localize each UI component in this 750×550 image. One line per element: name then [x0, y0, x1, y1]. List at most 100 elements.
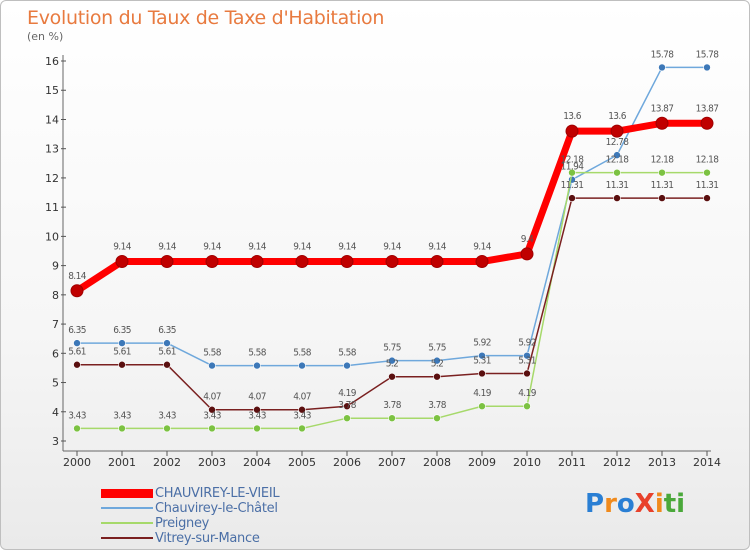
series-point-2	[568, 168, 576, 177]
chart-unit: (en %)	[27, 30, 64, 43]
data-label: 12.18	[606, 155, 630, 166]
series-point-1	[703, 63, 711, 72]
series-point-3	[388, 372, 396, 381]
x-tick-label: 2001	[108, 456, 136, 469]
data-label: 4.07	[248, 392, 266, 403]
data-label: 3.43	[68, 410, 86, 421]
data-label: 5.58	[338, 348, 357, 359]
data-label: 5.31	[473, 355, 491, 366]
data-label: 13.6	[608, 111, 627, 122]
series-point-0	[70, 284, 84, 298]
data-label: 9.14	[383, 242, 402, 253]
x-tick-label: 2010	[513, 456, 541, 469]
data-label: 11.31	[696, 180, 719, 191]
series-point-2	[118, 424, 126, 433]
data-label: 5.58	[248, 348, 267, 359]
y-tick-label: 7	[52, 318, 59, 331]
y-tick-label: 13	[45, 143, 59, 156]
series-point-2	[208, 424, 216, 433]
series-point-3	[208, 405, 216, 414]
series-point-2	[478, 402, 486, 411]
data-label: 3.43	[293, 410, 311, 421]
data-label: 5.31	[518, 355, 536, 366]
series-point-0	[655, 116, 669, 130]
data-label: 13.87	[651, 103, 674, 114]
series-point-1	[613, 151, 621, 159]
data-label: 5.2	[431, 359, 444, 370]
series-point-1	[208, 361, 216, 370]
data-label: 5.58	[203, 348, 222, 359]
data-label: 3.43	[113, 410, 131, 421]
logo-letter: P	[585, 489, 605, 519]
series-point-0	[340, 255, 354, 269]
legend-swatch	[101, 522, 153, 524]
data-label: 9.4	[521, 234, 534, 245]
data-label: 3.78	[338, 400, 357, 411]
y-tick-label: 4	[52, 406, 59, 419]
series-point-0	[115, 255, 129, 269]
data-label: 4.19	[338, 388, 357, 399]
legend-label: CHAUVIREY-LE-VIEIL	[155, 486, 280, 501]
series-point-3	[163, 360, 171, 369]
x-tick-label: 2008	[423, 456, 451, 469]
series-point-1	[163, 339, 171, 347]
data-label: 5.61	[113, 347, 131, 358]
logo-letter: t	[663, 489, 677, 519]
data-label: 11.31	[651, 180, 674, 191]
x-tick-label: 2004	[243, 456, 271, 469]
data-label: 3.43	[248, 410, 266, 421]
series-point-2	[433, 414, 441, 423]
y-tick-label: 6	[52, 347, 59, 360]
series-point-2	[703, 168, 711, 177]
legend-label: Vitrey-sur-Mance	[155, 531, 260, 546]
data-label: 5.75	[383, 343, 401, 354]
data-label: 11.94	[561, 162, 585, 173]
logo-letter: i	[676, 489, 686, 519]
data-label: 3.78	[428, 400, 447, 411]
proxiti-logo: ProXiti	[585, 489, 685, 519]
series-point-2	[343, 414, 351, 423]
logo-letter: r	[604, 489, 617, 519]
data-label: 9.14	[158, 242, 177, 253]
data-label: 12.78	[606, 137, 630, 148]
chart-title: Evolution du Taux de Taxe d'Habitation	[27, 7, 385, 29]
series-point-2	[658, 168, 666, 177]
logo-letter: o	[616, 489, 635, 519]
y-tick-label: 15	[45, 84, 59, 97]
data-label: 6.35	[113, 325, 131, 336]
data-label: 5.75	[428, 343, 446, 354]
x-tick-label: 2005	[288, 456, 316, 469]
data-label: 9.14	[248, 242, 267, 253]
y-tick-label: 10	[45, 230, 59, 243]
x-tick-label: 2014	[693, 456, 721, 469]
series-point-2	[253, 424, 261, 433]
x-tick-label: 2002	[153, 456, 181, 469]
data-label: 3.43	[158, 410, 176, 421]
data-label: 5.61	[68, 347, 86, 358]
legend-swatch	[101, 507, 153, 509]
series-point-3	[433, 372, 441, 381]
series-point-2	[388, 414, 396, 423]
data-label: 13.6	[563, 111, 582, 122]
series-point-3	[298, 405, 306, 414]
data-label: 15.78	[696, 49, 720, 60]
series-point-3	[73, 360, 81, 369]
series-point-3	[478, 369, 486, 378]
data-label: 5.92	[473, 338, 491, 349]
series-point-0	[700, 116, 714, 130]
x-tick-label: 2007	[378, 456, 406, 469]
data-label: 8.14	[68, 271, 87, 282]
x-tick-label: 2013	[648, 456, 676, 469]
series-point-1	[253, 361, 261, 370]
series-point-1	[73, 339, 81, 347]
series-point-0	[205, 255, 219, 269]
series-point-1	[118, 339, 126, 347]
series-point-2	[613, 168, 621, 177]
series-point-0	[295, 255, 309, 269]
series-point-1	[658, 63, 666, 72]
series-point-2	[163, 424, 171, 433]
data-label: 12.18	[696, 155, 720, 166]
y-tick-label: 12	[45, 172, 59, 185]
y-tick-label: 16	[45, 55, 59, 68]
